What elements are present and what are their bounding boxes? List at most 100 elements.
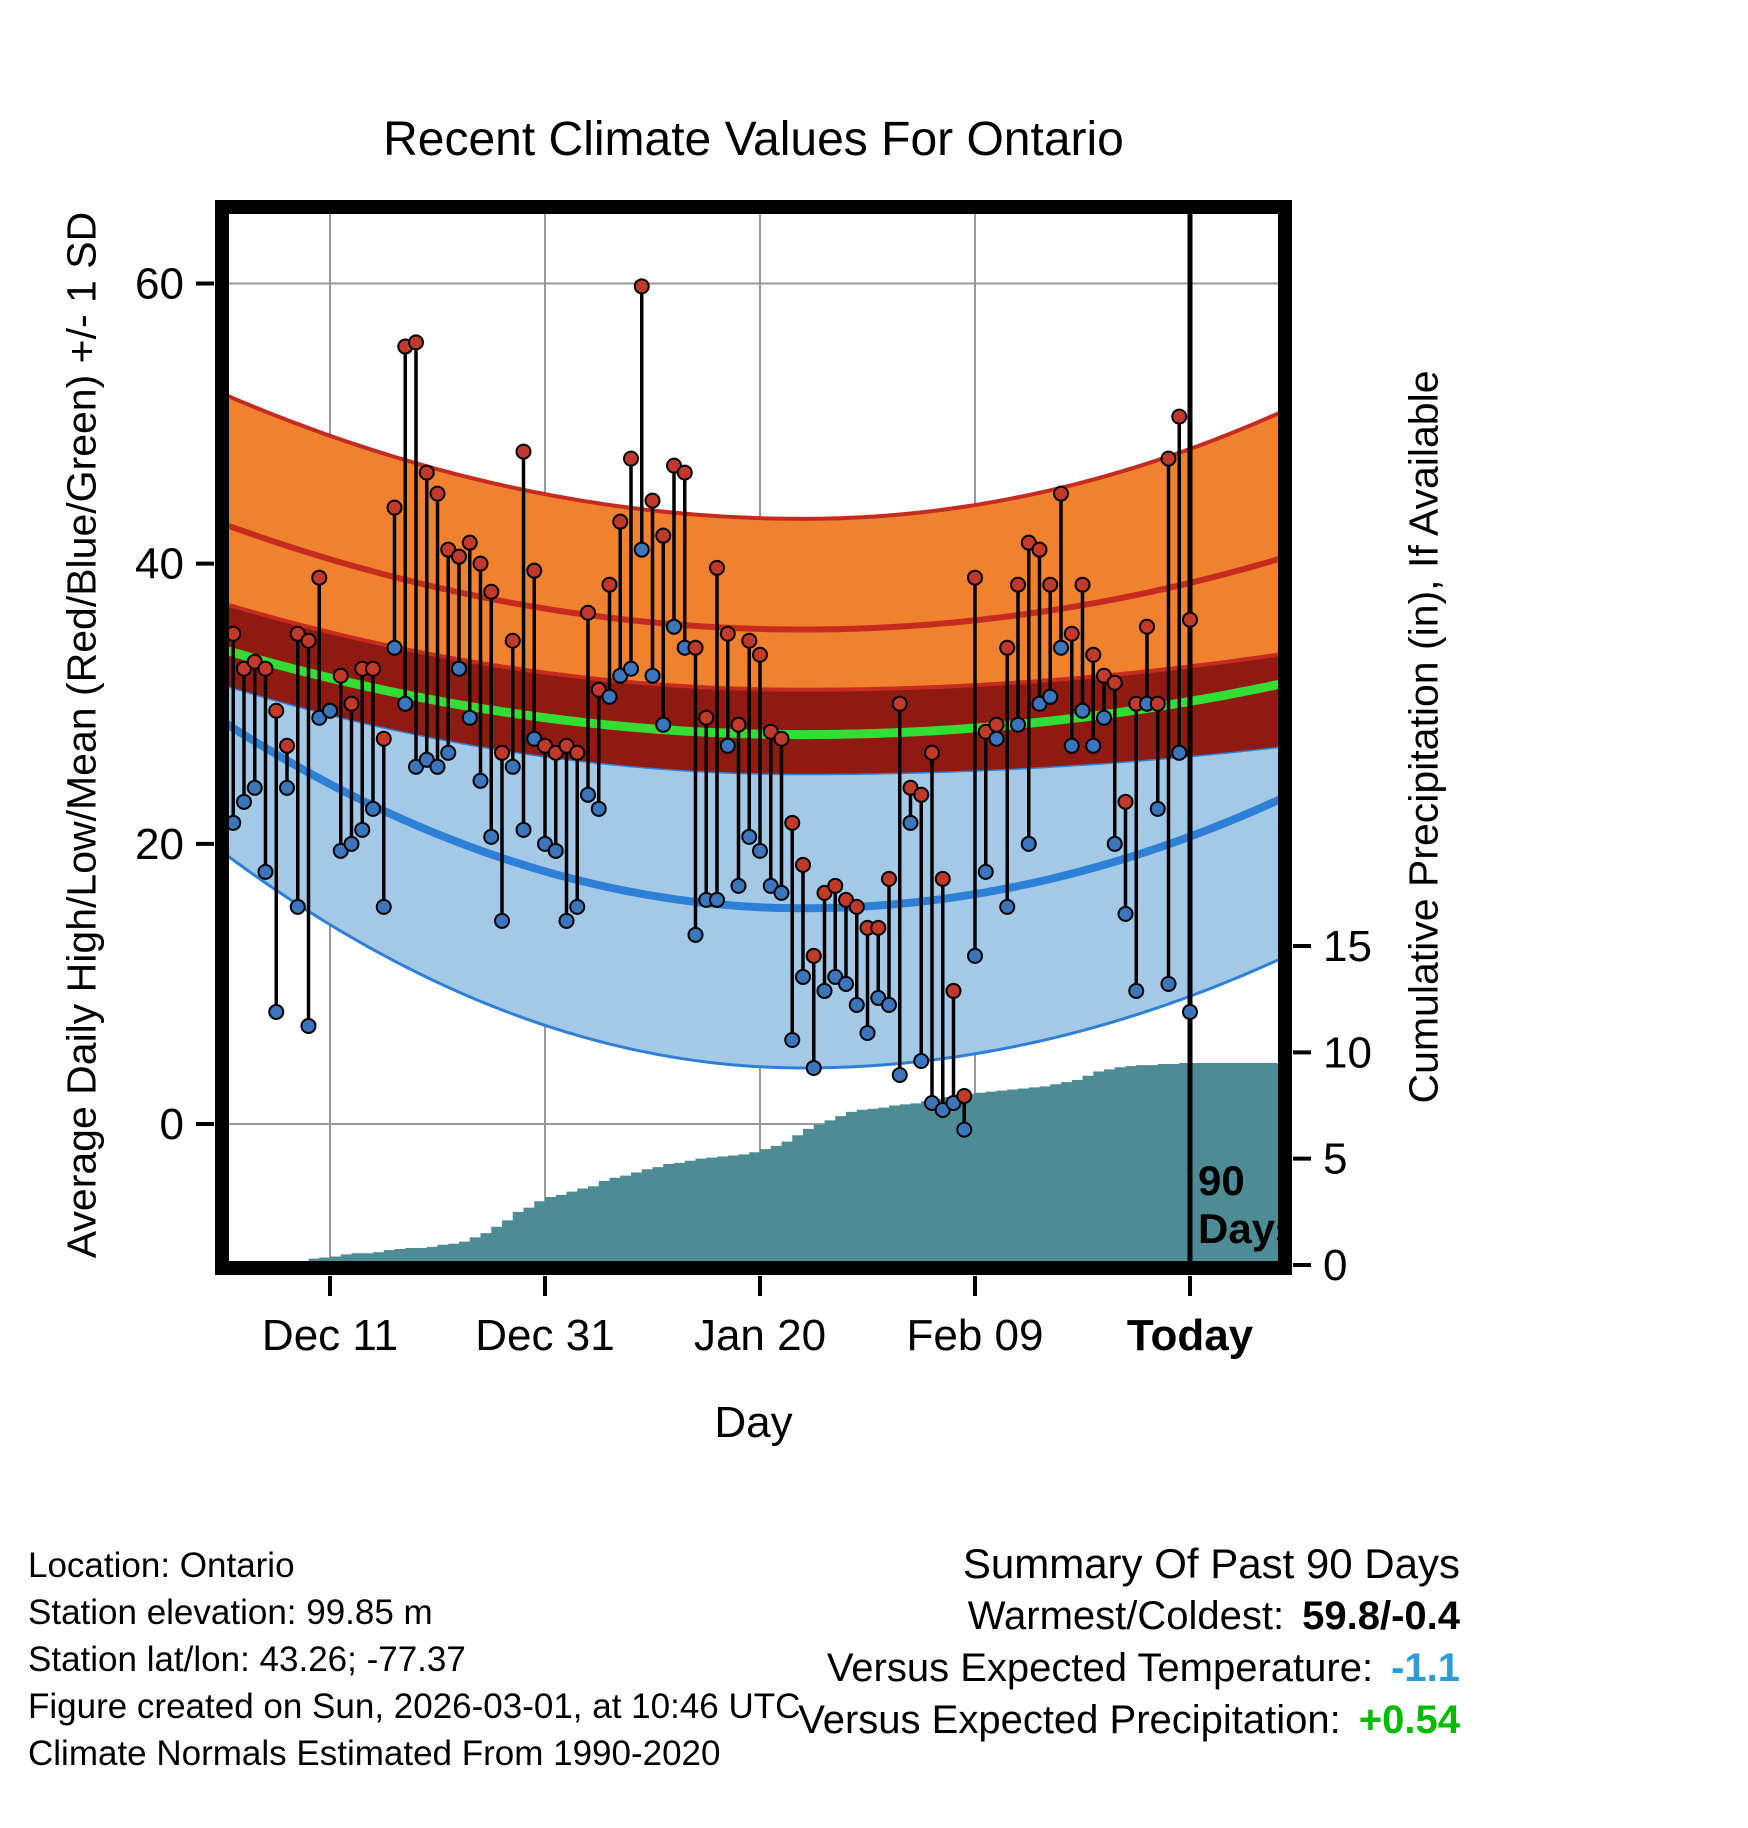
- summary-panel: Summary Of Past 90 Days Warmest/Coldest:…: [798, 1538, 1460, 1746]
- summary-row-vs-precipitation: Versus Expected Precipitation: +0.54: [798, 1694, 1460, 1746]
- daily-high-dot: [451, 548, 467, 565]
- y-tick-label-precip: 5: [1323, 1135, 1347, 1184]
- daily-high-dot: [461, 534, 478, 551]
- daily-high-dot: [1160, 450, 1177, 467]
- daily-high-dot: [1085, 646, 1102, 663]
- daily-low-dot: [1074, 702, 1091, 719]
- daily-low-dot: [999, 898, 1016, 915]
- daily-low-dot: [848, 996, 865, 1013]
- summary-row-warmest-coldest: Warmest/Coldest: 59.8/-0.4: [798, 1590, 1460, 1642]
- y-tick-label-temp: 0: [160, 1100, 184, 1149]
- daily-high-dot: [956, 1087, 973, 1104]
- daily-high-dot: [601, 576, 618, 593]
- daily-low-dot: [601, 688, 618, 705]
- y-tick-label-temp: 60: [135, 260, 184, 309]
- x-axis-label: Day: [714, 1398, 793, 1447]
- daily-low-dot: [913, 1052, 930, 1069]
- daily-high-dot: [300, 632, 317, 649]
- daily-low-dot: [1106, 835, 1123, 852]
- daily-low-dot: [902, 814, 919, 831]
- daily-high-dot: [365, 660, 381, 677]
- daily-low-dot: [623, 660, 639, 677]
- daily-high-dot: [1053, 485, 1069, 502]
- daily-low-dot: [322, 702, 338, 719]
- daily-high-dot: [580, 604, 596, 621]
- daily-high-dot: [483, 583, 500, 600]
- daily-low-dot: [236, 793, 252, 810]
- daily-high-dot: [741, 632, 758, 649]
- daily-low-dot: [1053, 639, 1069, 656]
- daily-high-dot: [881, 870, 897, 887]
- daily-high-dot: [730, 716, 747, 733]
- footer-location: Location: Ontario: [28, 1546, 295, 1585]
- daily-high-dot: [332, 667, 349, 684]
- daily-high-dot: [913, 786, 930, 803]
- daily-low-dot: [547, 842, 564, 859]
- daily-low-dot: [300, 1017, 317, 1034]
- daily-high-dot: [1010, 576, 1026, 593]
- daily-low-dot: [977, 863, 994, 880]
- daily-high-dot: [526, 562, 543, 579]
- daily-high-dot: [515, 443, 532, 460]
- daily-high-dot: [709, 559, 725, 576]
- daily-high-dot: [268, 702, 285, 719]
- y-tick-label-temp: 40: [135, 540, 184, 589]
- daily-low-dot: [1020, 835, 1037, 852]
- x-tick-label: Dec 31: [475, 1311, 614, 1360]
- daily-high-dot: [1182, 611, 1198, 628]
- daily-low-dot: [805, 1059, 822, 1076]
- x-tick-label: Today: [1127, 1311, 1254, 1360]
- daily-high-dot: [311, 569, 328, 586]
- daily-high-dot: [870, 919, 887, 936]
- summary-label: Versus Expected Temperature:: [826, 1646, 1374, 1690]
- daily-high-dot: [1042, 576, 1059, 593]
- daily-high-dot: [623, 450, 639, 467]
- daily-high-dot: [386, 499, 403, 516]
- daily-high-dot: [418, 464, 435, 481]
- daily-high-dot: [504, 632, 521, 649]
- daily-low-dot: [397, 695, 414, 712]
- daily-low-dot: [1171, 744, 1188, 761]
- daily-high-dot: [472, 555, 489, 572]
- daily-low-dot: [859, 1024, 876, 1041]
- daily-low-dot: [558, 912, 575, 929]
- daily-high-dot: [644, 492, 661, 509]
- summary-row-vs-temperature: Versus Expected Temperature: -1.1: [798, 1642, 1460, 1694]
- daily-high-dot: [773, 730, 790, 747]
- daily-high-dot: [805, 947, 822, 964]
- daily-high-dot: [408, 334, 424, 351]
- daily-low-dot: [343, 835, 360, 852]
- y-axis-label-right: Cumulative Precipitation (in), If Availa…: [1400, 370, 1447, 1104]
- daily-high-dot: [494, 744, 510, 761]
- daily-low-dot: [246, 779, 263, 796]
- footer-latlon: Station lat/lon: 43.26; -77.37: [28, 1640, 466, 1679]
- daily-low-dot: [1149, 800, 1166, 817]
- daily-high-dot: [676, 464, 693, 481]
- daily-low-dot: [472, 772, 489, 789]
- footer-metadata: Location: Ontario Station elevation: 99.…: [28, 1542, 800, 1777]
- daily-high-dot: [999, 639, 1016, 656]
- daily-low-dot: [988, 730, 1005, 747]
- daily-low-dot: [504, 758, 521, 775]
- daily-low-dot: [687, 926, 704, 943]
- daily-low-dot: [816, 982, 833, 999]
- x-tick-label: Dec 11: [262, 1311, 398, 1360]
- daily-high-dot: [719, 625, 736, 642]
- cumulative-precip-area: [287, 1062, 1285, 1265]
- daily-low-dot: [440, 744, 457, 761]
- daily-high-dot: [698, 709, 715, 726]
- daily-low-dot: [289, 898, 306, 915]
- daily-low-dot: [741, 828, 758, 845]
- daily-low-dot: [429, 758, 446, 775]
- daily-low-dot: [633, 541, 650, 558]
- daily-low-dot: [569, 898, 586, 915]
- daily-low-dot: [494, 912, 510, 929]
- daily-high-dot: [752, 646, 768, 663]
- daily-low-dot: [515, 821, 532, 838]
- y-tick-label-temp: 20: [135, 820, 184, 869]
- daily-low-dot: [1085, 737, 1102, 754]
- today-label: 90: [1198, 1157, 1245, 1204]
